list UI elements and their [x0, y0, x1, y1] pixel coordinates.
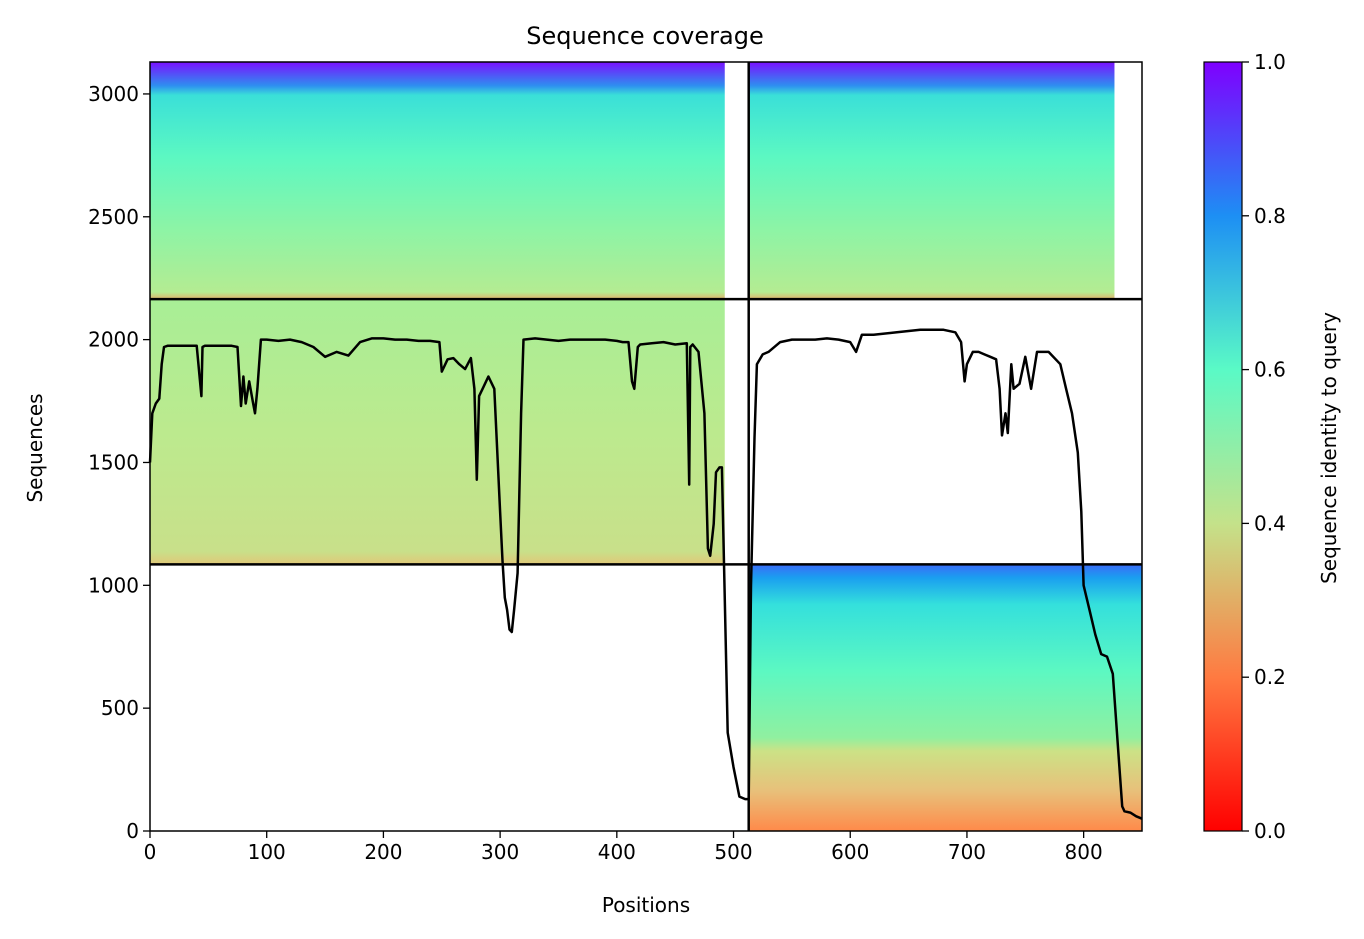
x-tick-label: 200 [364, 840, 402, 864]
y-tick-label: 1500 [88, 450, 139, 474]
chart-title: Sequence coverage [526, 22, 763, 50]
heatmap-block-pair-AB [150, 62, 725, 300]
y-tick-label: 3000 [88, 82, 139, 106]
x-tick-label: 800 [1065, 840, 1103, 864]
colorbar-tick-label: 0.4 [1254, 511, 1286, 535]
colorbar-tick-label: 0.6 [1254, 358, 1286, 382]
x-tick-label: 600 [831, 840, 869, 864]
colorbar: 0.0 0.2 0.4 0.6 0.8 1.0 Sequence identity to … [1203, 50, 1341, 843]
plot-area [148, 61, 1143, 832]
y-tick-label: 1000 [88, 573, 139, 597]
colorbar-tick-label: 0.8 [1254, 204, 1286, 228]
x-axis-ticks: 0 100 200 300 400 500 600 700 800 [144, 831, 1103, 864]
colorbar-gradient [1203, 61, 1243, 832]
heatmap-block-chain-A [150, 299, 725, 565]
x-tick-label: 500 [714, 840, 752, 864]
x-tick-label: 100 [248, 840, 286, 864]
colorbar-label: Sequence identity to query [1317, 312, 1341, 584]
colorbar-tick-label: 1.0 [1254, 50, 1286, 74]
colorbar-tick-label: 0.2 [1254, 665, 1286, 689]
colorbar-tick-label: 0.0 [1254, 819, 1286, 843]
y-tick-label: 2000 [88, 328, 139, 352]
plot-frame [149, 61, 1143, 832]
y-axis-ticks: 0 500 1000 1500 2000 2500 3000 [88, 82, 150, 843]
x-tick-label: 700 [948, 840, 986, 864]
x-tick-label: 300 [481, 840, 519, 864]
x-tick-label: 0 [144, 840, 157, 864]
heatmap-block-chain-B [748, 564, 1142, 831]
coverage-line [148, 328, 1143, 820]
y-tick-label: 2500 [88, 205, 139, 229]
y-tick-label: 500 [101, 696, 139, 720]
colorbar-ticks: 0.0 0.2 0.4 0.6 0.8 1.0 [1242, 50, 1286, 843]
y-tick-label: 0 [126, 819, 139, 843]
x-axis-label: Positions [602, 893, 690, 917]
y-axis-label: Sequences [23, 393, 47, 502]
heatmap-block-pair-B [748, 62, 1115, 300]
heatmap-blocks [150, 62, 1142, 831]
x-tick-label: 400 [598, 840, 636, 864]
